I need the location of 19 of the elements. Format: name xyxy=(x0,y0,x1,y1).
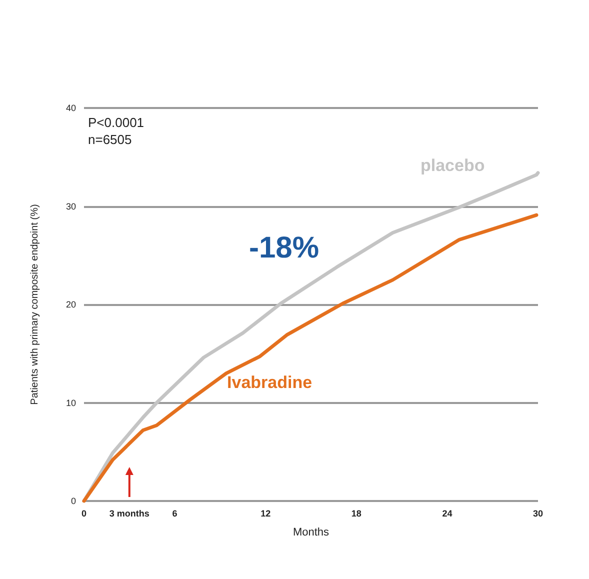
series-label: Ivabradine xyxy=(227,373,312,392)
y-tick-label: 10 xyxy=(66,398,76,408)
x-tick-label: 24 xyxy=(442,508,452,518)
x-tick-label: 12 xyxy=(260,508,271,518)
x-tick-label: 30 xyxy=(532,508,544,518)
annotation: P<0.0001 xyxy=(88,115,144,130)
x-tick-label: 6 xyxy=(172,508,178,518)
x-axis-title: Months xyxy=(292,526,330,538)
y-tick-label: 20 xyxy=(66,300,76,310)
y-tick-label: 30 xyxy=(66,201,76,212)
y-tick-label: 40 xyxy=(66,103,76,113)
annotation: -18% xyxy=(248,232,320,264)
y-tick-label: 0 xyxy=(70,496,76,506)
annotation: n=6505 xyxy=(88,132,132,147)
x-tick-label: 0 xyxy=(81,508,87,518)
series-label: placebo xyxy=(420,156,485,175)
y-axis-title: Patients with primary composite endpoint (%) xyxy=(30,204,40,405)
x-tick-label: 18 xyxy=(351,508,362,518)
x-tick-label: 3 months xyxy=(109,508,150,518)
